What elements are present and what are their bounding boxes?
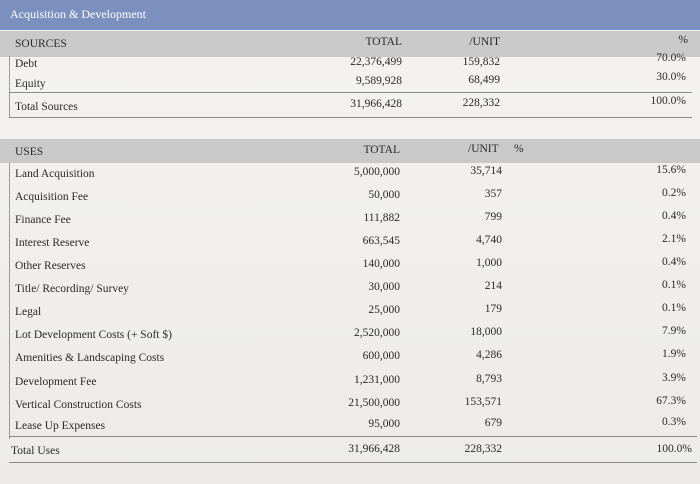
uses-left-border bbox=[9, 163, 10, 439]
uses-row-pct: 3.9% bbox=[662, 372, 686, 384]
uses-header-label: USES bbox=[15, 146, 44, 158]
uses-total-total: 31,966,428 bbox=[348, 443, 400, 455]
uses-row-total: 600,000 bbox=[362, 350, 400, 362]
uses-row-pct: 0.4% bbox=[662, 210, 686, 222]
uses-row-pct: 15.6% bbox=[656, 164, 686, 176]
uses-row-total: 111,882 bbox=[363, 212, 400, 224]
uses-header-band bbox=[0, 139, 700, 163]
sources-row-label: Equity bbox=[15, 78, 46, 90]
uses-row-total: 21,500,000 bbox=[348, 397, 400, 409]
uses-row-label: Development Fee bbox=[15, 376, 97, 388]
uses-row-total: 663,545 bbox=[362, 235, 400, 247]
uses-row-total: 5,000,000 bbox=[354, 166, 400, 178]
sheet-title: Acquisition & Development bbox=[10, 7, 146, 21]
uses-row-label: Legal bbox=[15, 306, 42, 318]
uses-row-unit: 4,740 bbox=[476, 234, 502, 246]
uses-row-unit: 1,000 bbox=[476, 257, 502, 269]
uses-total-unit: 228,332 bbox=[464, 443, 502, 455]
uses-header-pct: % bbox=[514, 143, 524, 155]
uses-row-total: 25,000 bbox=[368, 304, 400, 316]
sources-header-band bbox=[0, 31, 700, 57]
uses-row-label: Acquisition Fee bbox=[15, 191, 89, 203]
uses-total-label: Total Uses bbox=[11, 445, 60, 457]
uses-row-pct: 0.1% bbox=[662, 302, 686, 314]
sources-header-label: SOURCES bbox=[15, 38, 67, 50]
uses-row-label: Other Reserves bbox=[15, 260, 86, 272]
uses-row-pct: 0.2% bbox=[662, 187, 686, 199]
sources-row-total: 22,376,499 bbox=[350, 56, 402, 68]
uses-row-pct: 1.9% bbox=[662, 348, 686, 360]
sources-total-unit: 228,332 bbox=[462, 97, 500, 109]
sources-row-label: Debt bbox=[15, 58, 38, 70]
uses-row-pct: 0.1% bbox=[662, 279, 686, 291]
uses-row-unit: 153,571 bbox=[464, 396, 502, 408]
uses-row-label: Lease Up Expenses bbox=[15, 420, 106, 432]
uses-row-total: 2,520,000 bbox=[354, 327, 400, 339]
sources-header-pct: % bbox=[678, 34, 688, 46]
uses-row-unit: 679 bbox=[484, 417, 502, 429]
uses-row-unit: 214 bbox=[484, 280, 502, 292]
uses-row-pct: 7.9% bbox=[662, 325, 686, 337]
uses-row-pct: 2.1% bbox=[662, 233, 686, 245]
sources-row-unit: 159,832 bbox=[462, 56, 500, 68]
uses-row-unit: 18,000 bbox=[470, 326, 502, 338]
uses-row-pct: 0.3% bbox=[662, 416, 686, 428]
uses-total-rule bbox=[9, 436, 697, 437]
sources-total-rule bbox=[9, 92, 692, 93]
uses-row-pct: 0.4% bbox=[662, 256, 686, 268]
uses-row-total: 30,000 bbox=[368, 281, 400, 293]
uses-row-total: 1,231,000 bbox=[354, 374, 400, 386]
uses-header-unit: /UNIT bbox=[468, 143, 499, 155]
uses-row-total: 50,000 bbox=[368, 189, 400, 201]
sources-bottom-rule bbox=[9, 117, 692, 118]
sources-row-pct: 30.0% bbox=[656, 71, 686, 83]
uses-row-pct: 67.3% bbox=[656, 395, 686, 407]
uses-row-label: Finance Fee bbox=[15, 214, 71, 226]
uses-row-unit: 4,286 bbox=[476, 349, 502, 361]
uses-row-label: Title/ Recording/ Survey bbox=[15, 283, 129, 295]
sources-header-unit: /UNIT bbox=[469, 36, 500, 48]
uses-row-total: 140,000 bbox=[362, 258, 400, 270]
uses-row-label: Land Acquisition bbox=[15, 168, 95, 180]
sources-total-total: 31,966,428 bbox=[350, 98, 402, 110]
sources-total-pct: 100.0% bbox=[650, 95, 686, 107]
uses-row-label: Amenities & Landscaping Costs bbox=[15, 352, 165, 364]
uses-row-unit: 179 bbox=[484, 303, 502, 315]
sources-header-total: TOTAL bbox=[365, 36, 402, 48]
uses-row-unit: 35,714 bbox=[470, 165, 502, 177]
sources-total-label: Total Sources bbox=[15, 101, 78, 113]
uses-row-label: Interest Reserve bbox=[15, 237, 90, 249]
uses-row-total: 95,000 bbox=[368, 418, 400, 430]
sources-row-pct: 70.0% bbox=[656, 52, 686, 64]
title-bar: Acquisition & Development bbox=[0, 0, 700, 30]
uses-row-unit: 357 bbox=[484, 188, 502, 200]
sources-row-unit: 68,499 bbox=[468, 74, 500, 86]
sources-left-border bbox=[9, 56, 10, 118]
uses-bottom-rule bbox=[9, 462, 697, 463]
uses-header-total: TOTAL bbox=[363, 144, 400, 156]
uses-row-label: Lot Development Costs (+ Soft $) bbox=[15, 329, 172, 341]
uses-total-pct: 100.0% bbox=[656, 443, 692, 455]
sources-row-total: 9,589,928 bbox=[356, 75, 402, 87]
uses-row-unit: 8,793 bbox=[476, 373, 502, 385]
uses-row-unit: 799 bbox=[484, 211, 502, 223]
uses-row-label: Vertical Construction Costs bbox=[15, 399, 142, 411]
